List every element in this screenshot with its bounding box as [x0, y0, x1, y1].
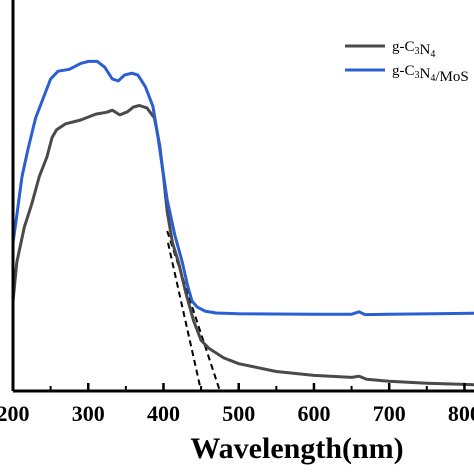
series-line-1 — [13, 104, 474, 387]
legend: g-C3N4 g-C3N4/MoS — [345, 39, 469, 85]
x-tick-label: 400 — [147, 401, 180, 426]
x-tick-label: 700 — [373, 401, 406, 426]
x-tick-label: 600 — [297, 401, 330, 426]
legend-label-1: g-C3N4 — [392, 39, 435, 60]
x-tick-label: 800 — [448, 401, 474, 426]
tangent-line-2 — [166, 230, 221, 391]
x-tick-label: 300 — [72, 401, 105, 426]
tangent-line-1 — [167, 242, 203, 391]
x-axis-title: Wavelength(nm) — [190, 432, 403, 465]
legend-label-2: g-C3N4/MoS — [392, 63, 469, 85]
x-tick-label: 200 — [0, 401, 30, 426]
x-tick-label: 500 — [222, 401, 255, 426]
series-line-2 — [13, 59, 474, 317]
